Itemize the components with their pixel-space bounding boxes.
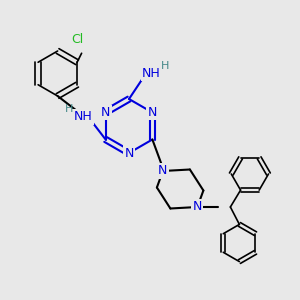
Text: NH: NH (142, 67, 161, 80)
Text: N: N (193, 200, 202, 214)
Text: N: N (158, 164, 168, 178)
Text: N: N (124, 146, 134, 160)
Text: H: H (161, 61, 169, 71)
Text: H: H (65, 103, 73, 114)
Text: N: N (101, 106, 110, 119)
Text: Cl: Cl (71, 33, 83, 46)
Text: N: N (148, 106, 157, 119)
Text: NH: NH (74, 110, 92, 124)
